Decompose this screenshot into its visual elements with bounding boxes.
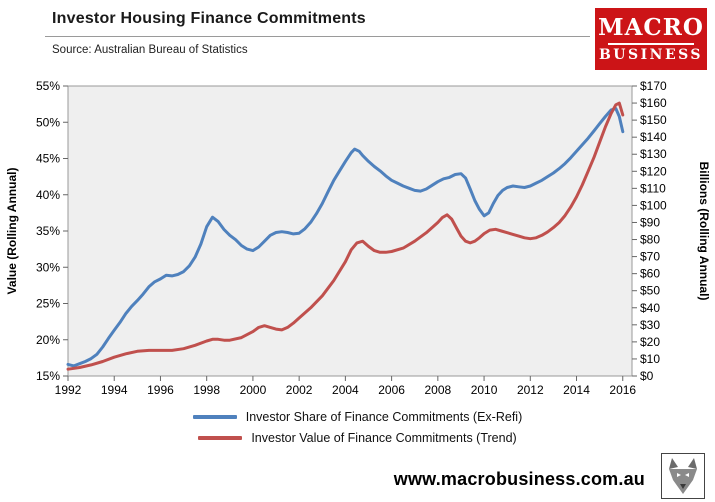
logo-text-macro: MACRO [598,14,704,41]
wolf-icon [669,458,697,494]
macrobusiness-logo: MACRO BUSINESS [595,8,707,70]
svg-text:2002: 2002 [286,383,313,397]
legend-label-share: Investor Share of Finance Commitments (E… [245,410,523,424]
svg-text:$80: $80 [640,233,660,247]
logo-text-business: BUSINESS [598,47,704,63]
svg-text:15%: 15% [36,369,60,383]
plot-area [67,85,633,377]
right-axis-title: Billions (Rolling Annual) [697,162,711,301]
svg-text:$50: $50 [640,284,660,298]
svg-text:$60: $60 [640,267,660,281]
svg-text:2010: 2010 [471,383,498,397]
svg-text:40%: 40% [36,188,60,202]
svg-text:$130: $130 [640,147,667,161]
svg-text:$40: $40 [640,301,660,315]
logo-divider [608,43,694,45]
svg-text:2004: 2004 [332,383,359,397]
svg-text:25%: 25% [36,297,60,311]
svg-text:20%: 20% [36,333,60,347]
svg-text:$70: $70 [640,250,660,264]
svg-text:$170: $170 [640,79,667,93]
svg-text:$110: $110 [640,181,666,195]
svg-text:$90: $90 [640,215,660,229]
svg-text:$30: $30 [640,318,660,332]
svg-text:45%: 45% [36,152,60,166]
svg-text:2008: 2008 [424,383,451,397]
series-line-0 [66,107,625,368]
right-axis: $0 $10 $20 $30 $40 $50 $60 $70 $80 $90 $100 $110 $12… [632,79,667,383]
svg-text:55%: 55% [36,79,60,93]
svg-text:2014: 2014 [563,383,590,397]
wolf-logo [661,453,705,499]
svg-text:$160: $160 [640,96,667,110]
title-underline [45,36,590,37]
svg-text:$150: $150 [640,113,667,127]
svg-text:$20: $20 [640,335,660,349]
svg-text:$120: $120 [640,164,667,178]
svg-text:50%: 50% [36,115,60,129]
legend-label-value: Investor Value of Finance Commitments (T… [251,431,517,445]
x-axis: 1992 1994 1996 1998 2000 2002 2004 2006 2008 2010… [55,376,636,397]
svg-text:$0: $0 [640,369,654,383]
legend-line-red-icon [198,436,243,440]
chart-area: 15% 20% 25% 30% 35% 40% 45% 50% 55% $0 $10 $20 $30 $4… [0,76,715,402]
svg-text:2016: 2016 [609,383,636,397]
svg-text:1996: 1996 [147,383,174,397]
legend-item-share: Investor Share of Finance Commitments (E… [192,410,523,424]
svg-text:$100: $100 [640,198,667,212]
line-chart: 15% 20% 25% 30% 35% 40% 45% 50% 55% $0 $10 $20 $30 $4… [5,79,711,397]
svg-text:$140: $140 [640,130,667,144]
svg-text:$10: $10 [640,352,660,366]
svg-text:1994: 1994 [101,383,128,397]
svg-text:2006: 2006 [378,383,405,397]
svg-text:1998: 1998 [193,383,220,397]
series-line-1 [66,101,625,371]
site-url: www.macrobusiness.com.au [393,469,645,489]
page-title: Investor Housing Finance Commitments [52,10,366,27]
legend-item-value: Investor Value of Finance Commitments (T… [198,431,517,445]
chart-source: Source: Australian Bureau of Statistics [52,44,248,56]
svg-text:35%: 35% [36,224,60,238]
legend-line-blue-icon [192,415,237,419]
svg-text:2000: 2000 [240,383,267,397]
svg-text:2012: 2012 [517,383,544,397]
svg-text:30%: 30% [36,260,60,274]
left-axis-title: Value (Rolling Annual) [5,168,19,295]
left-axis: 15% 20% 25% 30% 35% 40% 45% 50% 55% [36,79,68,383]
svg-text:1992: 1992 [55,383,82,397]
chart-legend: Investor Share of Finance Commitments (E… [0,410,715,445]
